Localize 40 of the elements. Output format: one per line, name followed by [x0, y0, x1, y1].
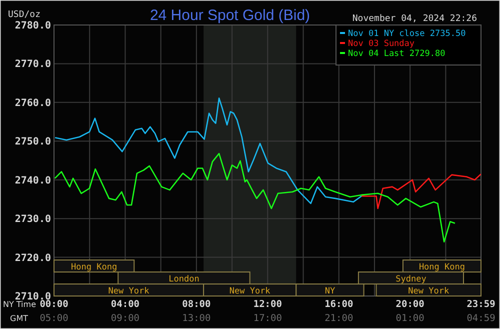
- band-label: London: [168, 274, 200, 284]
- legend-label: Nov 01 NY close 2735.50: [348, 29, 466, 39]
- chart-title: 24 Hour Spot Gold (Bid): [150, 7, 310, 24]
- y-tick-label: 2730.0: [14, 214, 51, 226]
- text: 05:00: [40, 313, 69, 324]
- text: 13:00: [182, 313, 212, 324]
- y-tick-label: 2740.0: [14, 175, 51, 186]
- line-series: [54, 152, 456, 242]
- y-tick-label: 2760.0: [14, 98, 51, 109]
- text: 17:00: [253, 313, 282, 324]
- x-tick-label: 16:00: [324, 299, 354, 310]
- text: GMT: [10, 314, 28, 323]
- text: 01:00: [396, 313, 425, 324]
- x-axis-title: NY Time: [3, 300, 36, 309]
- band-label: New York: [108, 286, 150, 296]
- line-series: [54, 98, 362, 204]
- x-tick-label: 00:00: [40, 299, 69, 310]
- x-tick-label: 08:00: [182, 299, 212, 310]
- legend-label: Nov 04 Last 2729.80: [348, 49, 446, 59]
- x-tick-label: 20:00: [396, 299, 425, 310]
- y-tick-label: 2720.0: [14, 252, 51, 264]
- x-tick-label: 12:00: [253, 299, 282, 310]
- text: 09:00: [110, 313, 140, 324]
- y-tick-label: 2750.0: [14, 136, 51, 148]
- band-label: New York: [408, 286, 450, 296]
- band-label: Hong Kong: [71, 262, 118, 272]
- y-axis-title: USD/oz: [8, 10, 41, 20]
- y-tick-label: 2770.0: [14, 59, 51, 70]
- text: 21:00: [324, 313, 354, 324]
- legend-label: Nov 03 Sunday: [348, 39, 415, 49]
- text: 04:59: [466, 313, 496, 324]
- band-label: New York: [229, 286, 270, 296]
- line-series: [360, 173, 481, 210]
- x-tick-label: 23:59: [466, 299, 496, 310]
- band-label: NY: [324, 286, 336, 296]
- x-tick-label: 04:00: [110, 299, 140, 310]
- chart-subtitle: November 04, 2024 22:26: [352, 14, 477, 24]
- band-label: Hong Kong: [418, 262, 466, 272]
- band-label: Sydney: [396, 274, 426, 284]
- y-tick-label: 2780.0: [14, 20, 51, 32]
